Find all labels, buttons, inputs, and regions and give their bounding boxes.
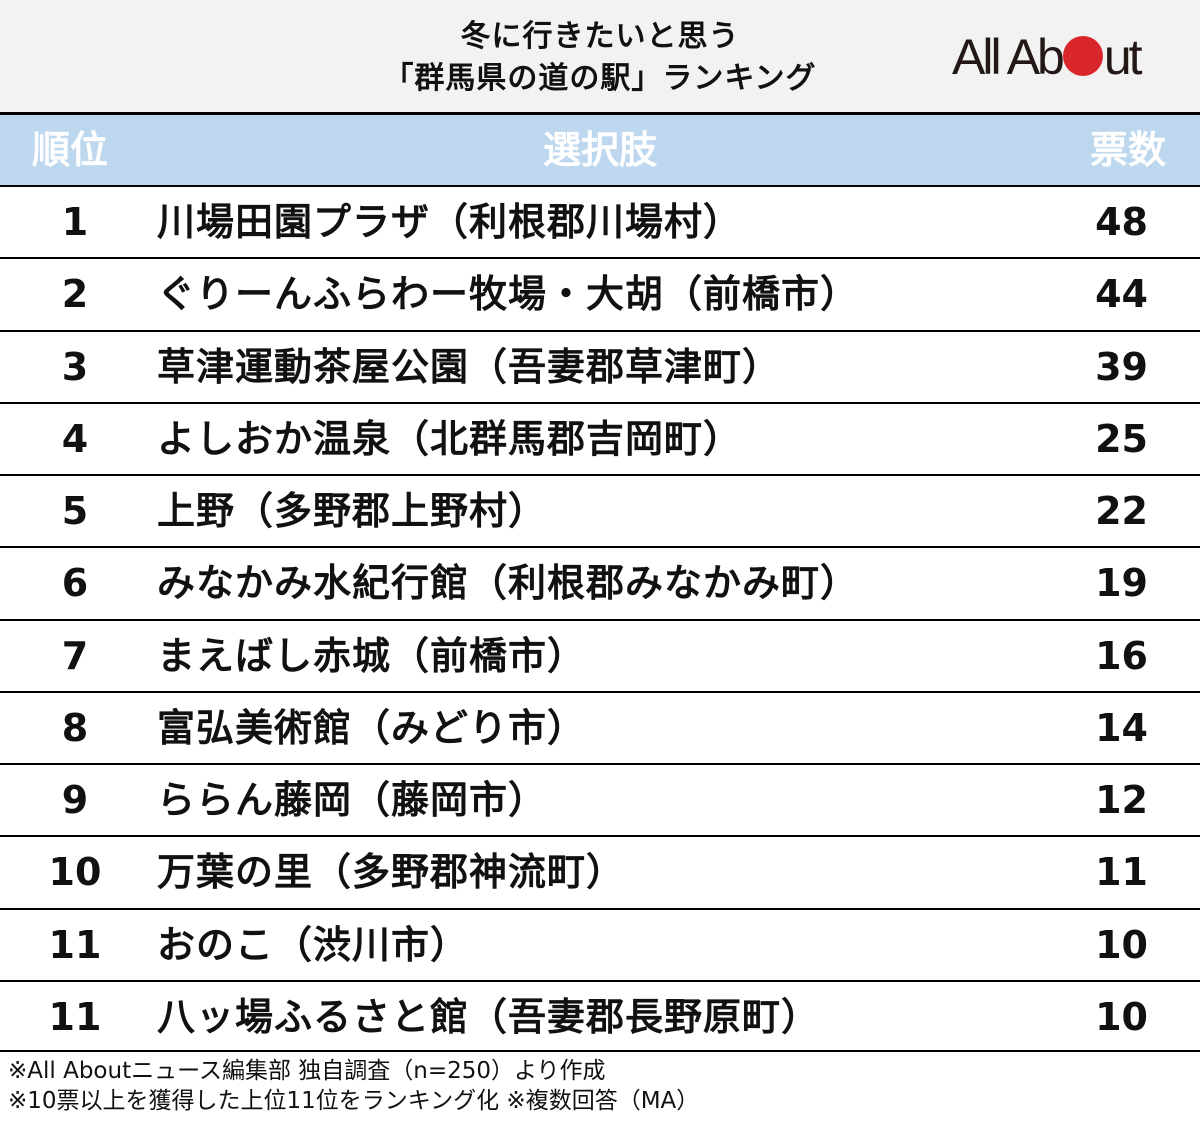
table-row: 3 草津運動茶屋公園（吾妻郡草津町） 39 [0, 329, 1200, 402]
logo-text-suffix: ut [1103, 29, 1143, 85]
votes-cell: 44 [1095, 272, 1148, 317]
rank-cell: 4 [61, 416, 89, 461]
votes-cell: 39 [1095, 344, 1148, 389]
table-row: 1 川場田園プラザ（利根郡川場村） 48 [0, 185, 1200, 257]
name-cell: 八ッ場ふるさと館（吾妻郡長野原町） [157, 994, 821, 1039]
table-row: 7 まえばし赤城（前橋市） 16 [0, 618, 1200, 691]
rank-cell: 3 [61, 344, 89, 389]
table-row: 4 よしおか温泉（北群馬郡吉岡町） 25 [0, 401, 1200, 474]
table-row: 9 ららん藤岡（藤岡市） 12 [0, 763, 1200, 835]
ranking-table: 1 川場田園プラザ（利根郡川場村） 48 2 ぐりーんふらわー牧場・大胡（前橋市） 44… [0, 185, 1200, 1052]
logo-red-dot-icon [1062, 36, 1103, 76]
table-row: 6 みなかみ水紀行館（利根郡みなかみ町） 19 [0, 546, 1200, 618]
rank-cell: 7 [61, 633, 89, 678]
table-row: 10 万葉の里（多野郡神流町） 11 [0, 835, 1200, 907]
footnote-method: ※10票以上を獲得した上位11位をランキング化 ※複数回答（MA） [8, 1088, 700, 1114]
name-cell: 川場田園プラザ（利根郡川場村） [157, 200, 743, 244]
votes-cell: 12 [1095, 778, 1148, 822]
table-row: 11 八ッ場ふるさと館（吾妻郡長野原町） 10 [0, 979, 1200, 1052]
header-divider [0, 112, 1200, 115]
column-header-row: 選択肢 順位 票数 [0, 115, 1200, 185]
votes-cell: 19 [1095, 561, 1148, 606]
footnote-source: ※All Aboutニュース編集部 独自調査（n=250）より作成 [8, 1058, 606, 1084]
name-cell: 万葉の里（多野郡神流町） [157, 850, 626, 895]
footnotes: ※All Aboutニュース編集部 独自調査（n=250）より作成 ※10票以上… [8, 1056, 699, 1116]
name-cell: まえばし赤城（前橋市） [157, 633, 587, 678]
rank-cell: 2 [61, 272, 89, 317]
table-row: 5 上野（多野郡上野村） 22 [0, 474, 1200, 546]
name-cell: 上野（多野郡上野村） [157, 489, 548, 533]
name-cell: ららん藤岡（藤岡市） [157, 778, 548, 822]
votes-cell: 48 [1095, 200, 1148, 244]
rank-cell: 10 [48, 850, 102, 895]
name-cell: おのこ（渋川市） [157, 922, 470, 967]
title-line-1: 冬に行きたいと思う [460, 19, 740, 54]
name-cell: ぐりーんふらわー牧場・大胡（前橋市） [157, 272, 860, 317]
table-row: 8 富弘美術館（みどり市） 14 [0, 690, 1200, 763]
logo-text-prefix: All Ab [952, 29, 1065, 85]
rank-cell: 5 [61, 489, 89, 533]
votes-cell: 16 [1095, 633, 1148, 678]
votes-cell: 11 [1095, 850, 1148, 895]
column-header-votes: 票数 [1089, 128, 1166, 172]
votes-cell: 25 [1095, 416, 1148, 461]
votes-cell: 10 [1095, 922, 1148, 967]
rank-cell: 1 [61, 200, 89, 244]
name-cell: みなかみ水紀行館（利根郡みなかみ町） [157, 561, 860, 606]
table-row: 11 おのこ（渋川市） 10 [0, 907, 1200, 980]
name-cell: 草津運動茶屋公園（吾妻郡草津町） [157, 344, 782, 389]
name-cell: 富弘美術館（みどり市） [157, 705, 587, 750]
votes-cell: 10 [1095, 994, 1148, 1039]
votes-cell: 14 [1095, 705, 1148, 750]
title-line-2: 「群馬県の道の駅」ランキング [383, 61, 817, 96]
rank-cell: 8 [61, 705, 89, 750]
chart-title: 冬に行きたいと思う 「群馬県の道の駅」ランキング [290, 16, 910, 100]
column-header-rank: 順位 [32, 128, 109, 172]
rank-cell: 11 [48, 994, 102, 1039]
name-cell: よしおか温泉（北群馬郡吉岡町） [157, 416, 743, 461]
rank-cell: 11 [48, 922, 102, 967]
rank-cell: 6 [61, 561, 89, 606]
title-bar: 冬に行きたいと思う 「群馬県の道の駅」ランキング All Ab ut [0, 0, 1200, 112]
allabout-logo: All Ab ut [952, 29, 1143, 85]
column-header-choice: 選択肢 [542, 128, 657, 172]
rank-cell: 9 [61, 778, 89, 822]
table-row: 2 ぐりーんふらわー牧場・大胡（前橋市） 44 [0, 257, 1200, 329]
votes-cell: 22 [1095, 489, 1148, 533]
